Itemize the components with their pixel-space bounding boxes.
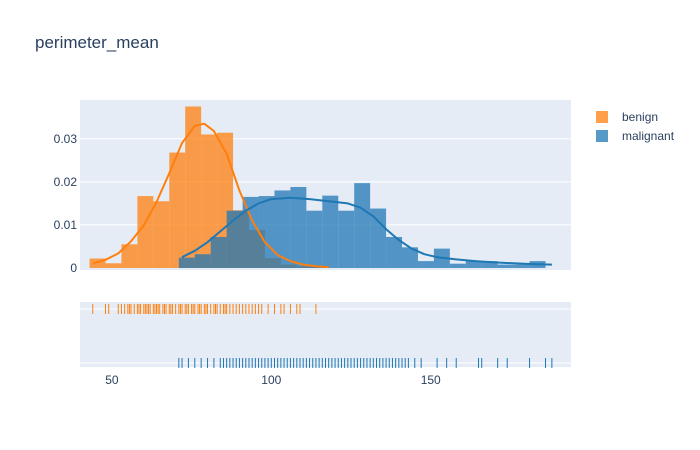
malignant-bar: [402, 247, 418, 268]
legend-label-malignant: malignant: [622, 128, 675, 143]
x-tick-label: 50: [105, 373, 119, 387]
legend-label-benign: benign: [622, 109, 659, 124]
legend-swatch-benign: [596, 110, 608, 123]
rug-plot-background: [80, 302, 571, 367]
benign-bar: [201, 134, 218, 268]
legend-item-malignant[interactable]: malignant: [596, 126, 674, 145]
malignant-bar: [226, 210, 243, 268]
chart-title: perimeter_mean: [35, 33, 159, 52]
benign-bar: [185, 106, 202, 268]
rug-marks: [92, 304, 553, 368]
benign-bar: [169, 152, 186, 268]
malignant-bar: [449, 263, 466, 268]
malignant-bar: [242, 196, 259, 268]
benign-bar: [121, 244, 138, 268]
malignant-bar: [274, 190, 291, 268]
legend-swatch-malignant: [596, 129, 608, 142]
malignant-bar: [290, 187, 307, 268]
x-tick-label: 150: [421, 373, 441, 387]
benign-bar: [89, 258, 106, 268]
tick-labels: 0 0.01 0.02 0.03 50 100 150: [54, 132, 441, 387]
legend: benign malignant: [596, 107, 674, 145]
x-tick-label: 100: [261, 373, 281, 387]
malignant-bar: [338, 210, 355, 268]
y-tick-label: 0.01: [54, 218, 78, 232]
malignant-kde-line: [181, 196, 552, 266]
malignant-bar: [513, 264, 530, 268]
malignant-bar: [417, 261, 434, 268]
malignant-bar: [194, 254, 211, 268]
malignant-bar: [354, 183, 371, 268]
y-tick-label: 0.03: [54, 132, 78, 146]
malignant-bar: [370, 208, 387, 268]
malignant-bar: [322, 195, 339, 268]
malignant-bar: [306, 210, 323, 268]
legend-item-benign[interactable]: benign: [596, 107, 674, 126]
malignant-bar: [258, 196, 275, 268]
benign-bar: [105, 263, 122, 268]
malignant-bar: [386, 236, 403, 268]
benign-bar: [137, 196, 154, 268]
malignant-bar: [465, 261, 482, 268]
benign-kde-line: [92, 122, 329, 269]
malignant-bar: [497, 264, 514, 268]
malignant-bar: [481, 261, 498, 268]
malignant-bar: [178, 257, 195, 268]
benign-bar: [153, 201, 170, 268]
malignant-histogram: [178, 183, 546, 268]
kde-curves: [92, 122, 552, 269]
malignant-bar: [210, 236, 227, 268]
y-tick-label: 0: [70, 261, 77, 275]
y-tick-label: 0.02: [54, 175, 78, 189]
